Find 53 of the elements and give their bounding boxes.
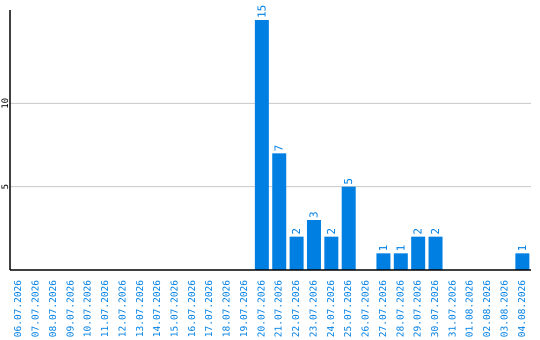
- data-label: 5: [342, 178, 356, 185]
- x-tick-label: 23.07.2026: [308, 280, 320, 338]
- x-tick-label: 01.08.2026: [464, 280, 476, 338]
- x-tick-label: 03.08.2026: [499, 280, 510, 338]
- y-tick-label: 10: [1, 98, 11, 109]
- data-label: 1: [516, 244, 529, 252]
- data-label: 7: [272, 144, 286, 152]
- x-tick-label: 31.07.2026: [447, 280, 458, 338]
- x-tick-label: 04.08.2026: [516, 280, 528, 338]
- data-label: 2: [429, 228, 442, 235]
- x-tick-label: 13.07.2026: [134, 280, 146, 338]
- x-tick-label: 07.07.2026: [30, 280, 42, 338]
- bar: [306, 220, 321, 270]
- bar: [254, 20, 269, 270]
- x-tick-label: 21.07.2026: [274, 280, 285, 338]
- x-tick-label: 08.07.2026: [48, 280, 59, 338]
- bar: [290, 236, 304, 270]
- x-tick-label: 11.07.2026: [100, 280, 112, 338]
- x-tick-label: 02.08.2026: [482, 280, 494, 338]
- data-label: 2: [324, 228, 338, 235]
- bar: [394, 253, 408, 270]
- bar: [342, 186, 356, 270]
- x-tick-label: 29.07.2026: [412, 280, 424, 338]
- x-tick-label: 10.07.2026: [82, 280, 94, 338]
- bar: [376, 253, 390, 270]
- x-tick-label: 20.07.2026: [256, 280, 268, 338]
- x-tick-label: 30.07.2026: [430, 280, 441, 338]
- data-label: 1: [394, 244, 408, 252]
- x-tick-label: 16.07.2026: [186, 280, 198, 338]
- x-tick-label: 06.07.2026: [13, 280, 24, 338]
- x-tick-label: 25.07.2026: [343, 280, 354, 338]
- x-tick-label: 19.07.2026: [238, 280, 250, 338]
- x-tick-label: 27.07.2026: [378, 280, 389, 338]
- data-label: 3: [307, 211, 320, 218]
- x-tick-label: 14.07.2026: [152, 280, 164, 338]
- bar: [428, 236, 443, 270]
- x-tick-label: 22.07.2026: [291, 280, 302, 338]
- x-tick-label: 24.07.2026: [326, 280, 337, 338]
- data-label: 2: [290, 228, 304, 235]
- x-tick-label: 17.07.2026: [204, 280, 216, 338]
- data-label: 15: [255, 4, 268, 18]
- x-tick-label: 15.07.2026: [169, 280, 180, 338]
- x-tick-label: 09.07.2026: [65, 280, 76, 338]
- data-label: 2: [412, 228, 425, 235]
- bar: [324, 236, 338, 270]
- bar: [411, 236, 426, 270]
- data-label: 1: [376, 244, 390, 252]
- x-tick-label: 18.07.2026: [222, 280, 233, 338]
- x-tick-label: 28.07.2026: [395, 280, 406, 338]
- x-tick-label: 12.07.2026: [117, 280, 128, 338]
- bar: [272, 153, 286, 270]
- x-tick-label: 26.07.2026: [360, 280, 372, 338]
- bar: [515, 253, 530, 270]
